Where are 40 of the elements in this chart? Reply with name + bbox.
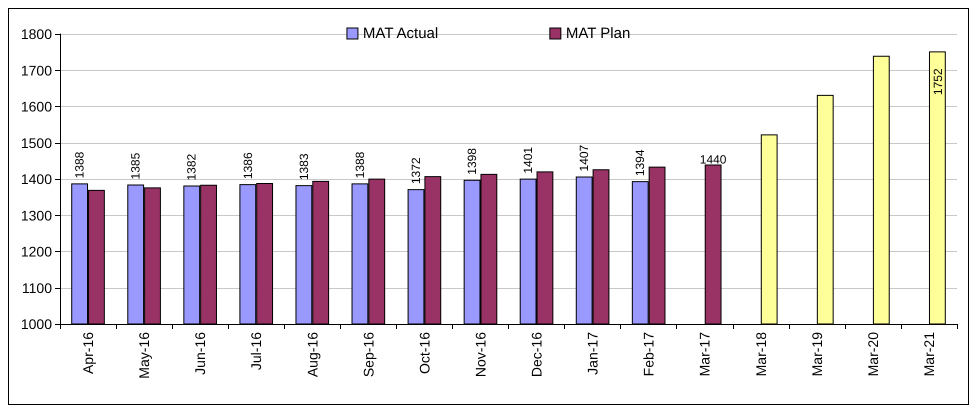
data-label: 1394 bbox=[633, 149, 648, 176]
x-tick-label: Sep-16 bbox=[360, 332, 376, 378]
y-tick-label: 1500 bbox=[20, 134, 52, 151]
y-tick-label: 1300 bbox=[20, 207, 52, 224]
x-tick-label: Apr-16 bbox=[80, 332, 96, 374]
x-tick-label: Mar-19 bbox=[808, 332, 825, 376]
x-tick-label: Jan-17 bbox=[584, 332, 601, 375]
data-label: 1372 bbox=[408, 157, 423, 184]
x-tick-label: Mar-21 bbox=[920, 332, 937, 376]
y-tick-label: 1100 bbox=[22, 280, 52, 296]
data-label: 1407 bbox=[577, 144, 592, 172]
data-label: 1401 bbox=[521, 146, 536, 174]
data-label: 1440 bbox=[700, 152, 727, 166]
y-tick-label: 1800 bbox=[20, 26, 52, 42]
y-tick-label: 1400 bbox=[20, 171, 52, 187]
data-label: 1385 bbox=[128, 152, 143, 180]
x-tick-label: Jun-16 bbox=[192, 332, 208, 375]
legend-label: MAT Actual bbox=[362, 25, 438, 42]
x-tick-label: Mar-18 bbox=[752, 332, 769, 376]
data-label: 1388 bbox=[352, 151, 367, 178]
legend-label: MAT Plan bbox=[566, 25, 630, 42]
y-tick-label: 1600 bbox=[20, 98, 52, 114]
x-tick-label: Mar-17 bbox=[696, 332, 713, 376]
data-label: 1388 bbox=[72, 151, 87, 178]
data-label: 1752 bbox=[930, 68, 945, 96]
data-label: 1383 bbox=[296, 153, 311, 180]
y-tick-label: 1200 bbox=[20, 244, 52, 260]
data-label: 1398 bbox=[465, 148, 480, 175]
x-tick-label: Feb-17 bbox=[640, 332, 657, 376]
x-tick-label: Aug-16 bbox=[304, 332, 320, 378]
x-tick-label: Jul-16 bbox=[248, 332, 264, 370]
data-label: 1382 bbox=[184, 154, 199, 181]
x-tick-label: May-16 bbox=[136, 332, 152, 379]
data-label: 1386 bbox=[240, 152, 255, 180]
x-tick-label: Dec-16 bbox=[528, 332, 545, 378]
y-tick-label: 1000 bbox=[20, 316, 52, 332]
x-tick-label: Oct-16 bbox=[416, 332, 432, 374]
y-tick-label: 1700 bbox=[20, 62, 52, 78]
x-tick-label: Mar-20 bbox=[864, 332, 881, 376]
x-tick-label: Nov-16 bbox=[472, 332, 488, 378]
